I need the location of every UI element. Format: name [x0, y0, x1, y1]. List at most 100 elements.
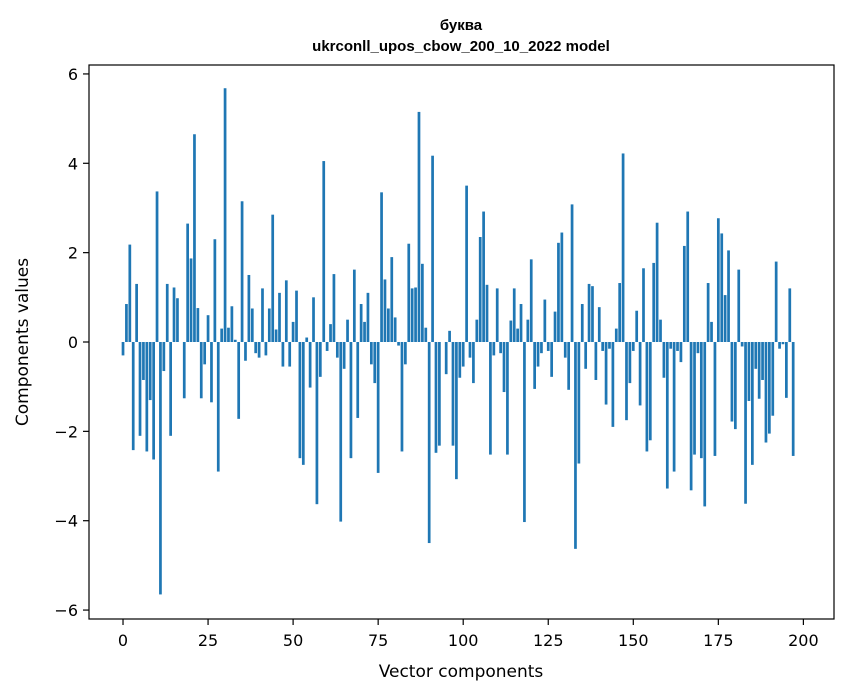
bar-178 [727, 250, 730, 342]
x-tick-label: 175 [703, 631, 734, 650]
bar-53 [301, 342, 305, 465]
bar-63 [335, 342, 339, 358]
bar-15 [172, 287, 176, 342]
bar-24 [203, 342, 207, 365]
bar-40 [257, 342, 261, 358]
bar-148 [625, 342, 628, 421]
bar-129 [560, 232, 564, 342]
bar-16 [176, 298, 179, 342]
x-tick-label: 25 [198, 631, 218, 650]
bar-161 [669, 342, 673, 349]
bar-193 [778, 342, 781, 349]
bar-96 [448, 330, 451, 342]
bar-111 [499, 342, 502, 354]
bar-97 [451, 342, 455, 446]
bar-47 [281, 342, 285, 367]
bar-188 [761, 342, 764, 380]
bar-126 [550, 342, 554, 377]
bar-160 [665, 342, 669, 489]
bar-184 [747, 342, 751, 401]
bar-163 [676, 342, 679, 351]
bar-150 [631, 342, 635, 351]
bar-185 [751, 342, 754, 465]
bar-122 [536, 342, 540, 367]
bar-61 [329, 324, 332, 342]
bar-154 [645, 342, 649, 452]
bar-142 [604, 342, 608, 405]
bar-67 [349, 342, 353, 459]
bar-30 [223, 88, 227, 342]
bar-136 [584, 342, 588, 369]
bar-41 [261, 288, 264, 342]
bar-191 [771, 342, 775, 416]
bar-177 [723, 295, 727, 342]
bar-0 [121, 342, 125, 356]
bar-62 [332, 274, 336, 342]
bar-187 [757, 342, 761, 399]
bar-27 [213, 239, 217, 342]
bar-49 [288, 342, 292, 367]
bar-91 [431, 155, 434, 342]
bar-70 [359, 304, 363, 342]
y-tick-label: 2 [68, 244, 78, 263]
bar-151 [635, 310, 639, 342]
bar-110 [495, 288, 499, 342]
bar-186 [754, 342, 758, 369]
bar-55 [308, 342, 312, 388]
bar-84 [407, 243, 411, 342]
bar-31 [227, 327, 230, 342]
bar-92 [434, 342, 438, 453]
bar-42 [264, 342, 268, 356]
bar-37 [247, 274, 251, 342]
bar-81 [397, 342, 400, 346]
bar-68 [352, 269, 356, 342]
bar-162 [672, 342, 676, 472]
bar-43 [267, 308, 271, 342]
bar-165 [682, 245, 686, 342]
bar-121 [533, 342, 536, 389]
bar-100 [461, 342, 465, 367]
bar-130 [563, 342, 567, 358]
bar-80 [393, 317, 397, 342]
bar-134 [577, 342, 581, 464]
bar-18 [182, 342, 186, 399]
bar-82 [400, 342, 404, 452]
bar-104 [475, 319, 479, 342]
bar-32 [230, 306, 234, 342]
bar-58 [318, 342, 322, 377]
bar-13 [165, 283, 169, 342]
bar-11 [159, 342, 162, 595]
bar-180 [733, 342, 737, 430]
bar-164 [679, 342, 683, 363]
bar-89 [424, 327, 428, 342]
bar-26 [210, 342, 213, 403]
y-tick-label: −6 [54, 601, 78, 620]
bar-series [121, 88, 795, 595]
bar-19 [186, 223, 190, 342]
bar-102 [468, 342, 472, 358]
bar-6 [142, 342, 145, 380]
bar-140 [597, 307, 601, 342]
bar-87 [417, 111, 421, 342]
bar-7 [145, 342, 149, 452]
x-tick-label: 50 [283, 631, 303, 650]
bar-144 [611, 342, 615, 427]
bar-86 [414, 287, 417, 342]
bar-108 [489, 342, 492, 455]
bar-157 [655, 222, 659, 342]
bar-76 [380, 192, 383, 342]
bar-88 [421, 263, 424, 342]
bar-9 [152, 342, 155, 460]
x-tick-label: 75 [368, 631, 388, 650]
bar-103 [472, 342, 475, 384]
bar-59 [322, 161, 326, 342]
bar-52 [298, 342, 302, 459]
bar-107 [485, 284, 489, 342]
bar-109 [492, 342, 496, 356]
bar-141 [601, 342, 605, 351]
bar-99 [458, 342, 462, 378]
y-axis-label: Components values [13, 258, 33, 426]
bar-124 [543, 299, 547, 342]
bar-169 [696, 342, 700, 354]
chart-subtitle: ukrconll_upos_cbow_200_10_2022 model [312, 38, 610, 55]
